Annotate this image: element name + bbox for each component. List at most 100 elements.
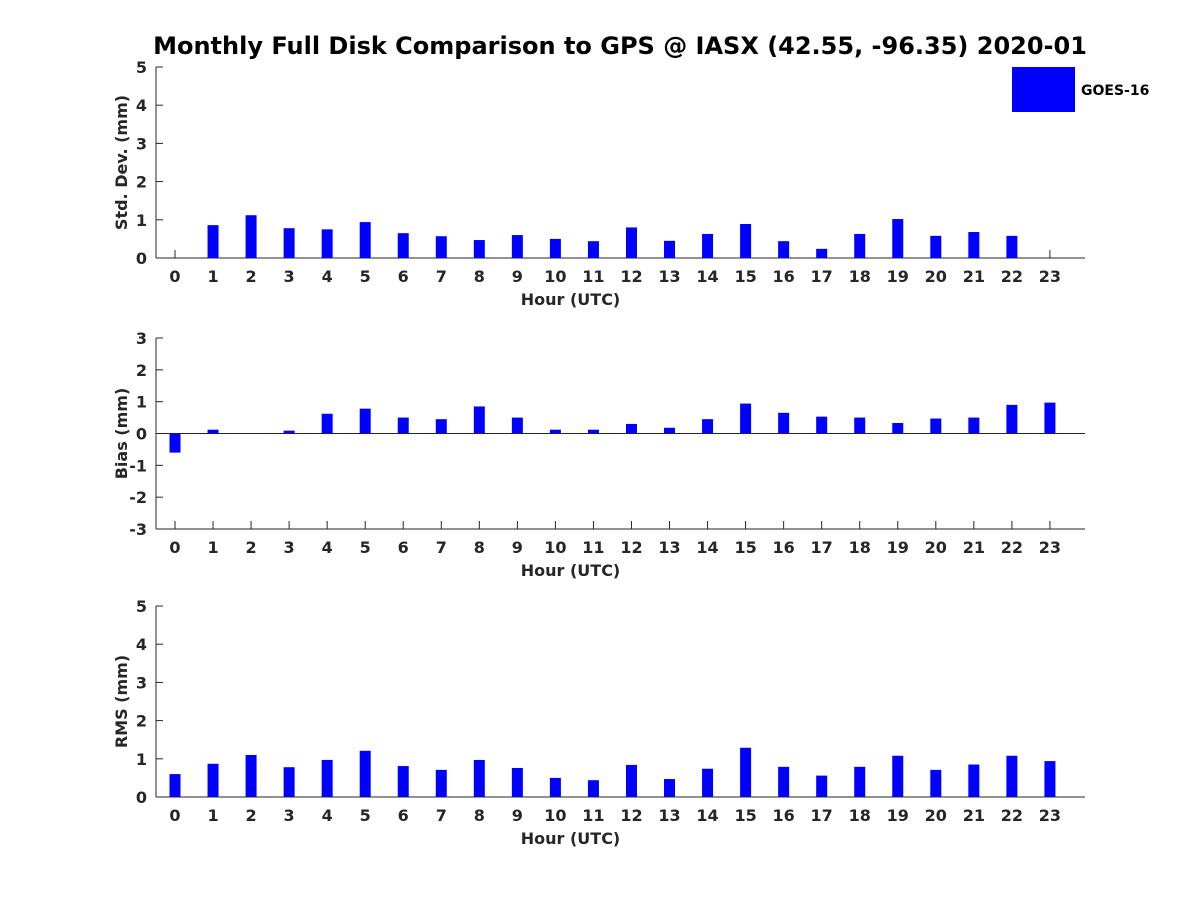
bar-hour-7 <box>435 769 447 797</box>
bar-hour-2 <box>245 754 257 797</box>
bar-hour-20 <box>930 235 942 258</box>
bar-hour-8 <box>473 240 485 258</box>
x-tick-label: 11 <box>582 806 604 825</box>
x-tick-label: 22 <box>1001 267 1023 286</box>
x-tick-label: 18 <box>849 806 871 825</box>
bar-hour-20 <box>930 418 942 434</box>
y-tick-label: 5 <box>136 597 147 616</box>
bar-hour-16 <box>778 412 790 434</box>
y-tick-label: 0 <box>136 425 147 444</box>
x-tick-label: 23 <box>1039 267 1061 286</box>
x-tick-label: 1 <box>207 538 218 557</box>
bar-hour-15 <box>740 747 752 797</box>
bar-hour-21 <box>968 764 980 797</box>
y-tick-label: -3 <box>129 520 147 539</box>
bar-hour-8 <box>473 406 485 434</box>
x-tick-label: 4 <box>322 538 333 557</box>
y-axis-label: Std. Dev. (mm) <box>112 95 131 230</box>
x-tick-label: 13 <box>658 538 680 557</box>
bar-hour-19 <box>892 422 904 434</box>
y-tick-label: 0 <box>136 788 147 807</box>
bar-hour-17 <box>816 775 828 797</box>
x-tick-label: 14 <box>696 267 718 286</box>
x-tick-label: 23 <box>1039 806 1061 825</box>
bar-hour-3 <box>283 767 295 797</box>
y-tick-label: 1 <box>136 211 147 230</box>
bar-hour-2 <box>245 215 257 258</box>
y-tick-label: -2 <box>129 488 147 507</box>
x-tick-label: 8 <box>474 538 485 557</box>
bar-hour-11 <box>587 780 599 797</box>
x-tick-label: 11 <box>582 267 604 286</box>
x-tick-label: 17 <box>811 806 833 825</box>
bar-hour-13 <box>664 779 676 797</box>
bar-hour-22 <box>1006 404 1018 434</box>
bar-hour-7 <box>435 236 447 258</box>
x-tick-label: 10 <box>544 806 566 825</box>
bar-hour-0 <box>169 433 181 453</box>
x-tick-label: 6 <box>398 538 409 557</box>
x-tick-label: 4 <box>322 267 333 286</box>
x-axis-label: Hour (UTC) <box>521 829 621 848</box>
bar-hour-17 <box>816 416 828 434</box>
x-tick-label: 7 <box>436 267 447 286</box>
legend-swatch <box>1012 67 1075 112</box>
y-tick-label: 3 <box>136 673 147 692</box>
x-tick-label: 13 <box>658 267 680 286</box>
x-tick-label: 7 <box>436 538 447 557</box>
bar-hour-9 <box>511 767 523 797</box>
bar-hour-12 <box>625 227 637 258</box>
x-tick-label: 16 <box>773 267 795 286</box>
x-tick-label: 21 <box>963 267 985 286</box>
bar-hour-6 <box>397 233 409 258</box>
bar-hour-23 <box>1044 402 1056 434</box>
legend-label: GOES-16 <box>1081 83 1149 99</box>
bar-hour-3 <box>283 430 295 434</box>
bar-hour-11 <box>587 429 599 434</box>
x-tick-label: 0 <box>169 538 180 557</box>
x-tick-label: 15 <box>734 267 756 286</box>
x-tick-label: 3 <box>284 267 295 286</box>
x-tick-label: 19 <box>887 538 909 557</box>
y-axis-label: RMS (mm) <box>112 655 131 748</box>
x-tick-label: 3 <box>284 806 295 825</box>
bar-hour-17 <box>816 248 828 258</box>
x-axis-label: Hour (UTC) <box>521 561 621 580</box>
x-tick-label: 3 <box>284 538 295 557</box>
bar-hour-10 <box>549 429 561 434</box>
bar-hour-4 <box>321 229 333 258</box>
bar-hour-14 <box>702 768 714 797</box>
bar-hour-7 <box>435 419 447 434</box>
bar-hour-16 <box>778 766 790 797</box>
x-tick-label: 12 <box>620 806 642 825</box>
x-tick-label: 7 <box>436 806 447 825</box>
bar-hour-4 <box>321 759 333 797</box>
x-tick-label: 5 <box>360 538 371 557</box>
x-tick-label: 6 <box>398 806 409 825</box>
bar-hour-9 <box>511 235 523 258</box>
y-axis-label: Bias (mm) <box>112 388 131 480</box>
chart-title: Monthly Full Disk Comparison to GPS @ IA… <box>153 32 1087 60</box>
x-tick-label: 19 <box>887 806 909 825</box>
bar-hour-1 <box>207 429 219 434</box>
x-tick-label: 18 <box>849 538 871 557</box>
bar-hour-5 <box>359 750 371 797</box>
y-tick-label: 4 <box>136 96 147 115</box>
x-tick-label: 14 <box>696 538 718 557</box>
y-tick-label: 2 <box>136 173 147 192</box>
x-tick-label: 10 <box>544 267 566 286</box>
bar-hour-23 <box>1044 761 1056 797</box>
bar-hour-21 <box>968 232 980 258</box>
x-tick-label: 0 <box>169 806 180 825</box>
x-tick-label: 19 <box>887 267 909 286</box>
x-tick-label: 16 <box>773 538 795 557</box>
x-tick-label: 1 <box>207 806 218 825</box>
bar-hour-8 <box>473 759 485 797</box>
y-tick-label: 5 <box>136 58 147 77</box>
x-tick-label: 2 <box>246 806 257 825</box>
y-tick-label: -1 <box>129 456 147 475</box>
x-tick-label: 2 <box>246 538 257 557</box>
bar-hour-18 <box>854 417 866 434</box>
